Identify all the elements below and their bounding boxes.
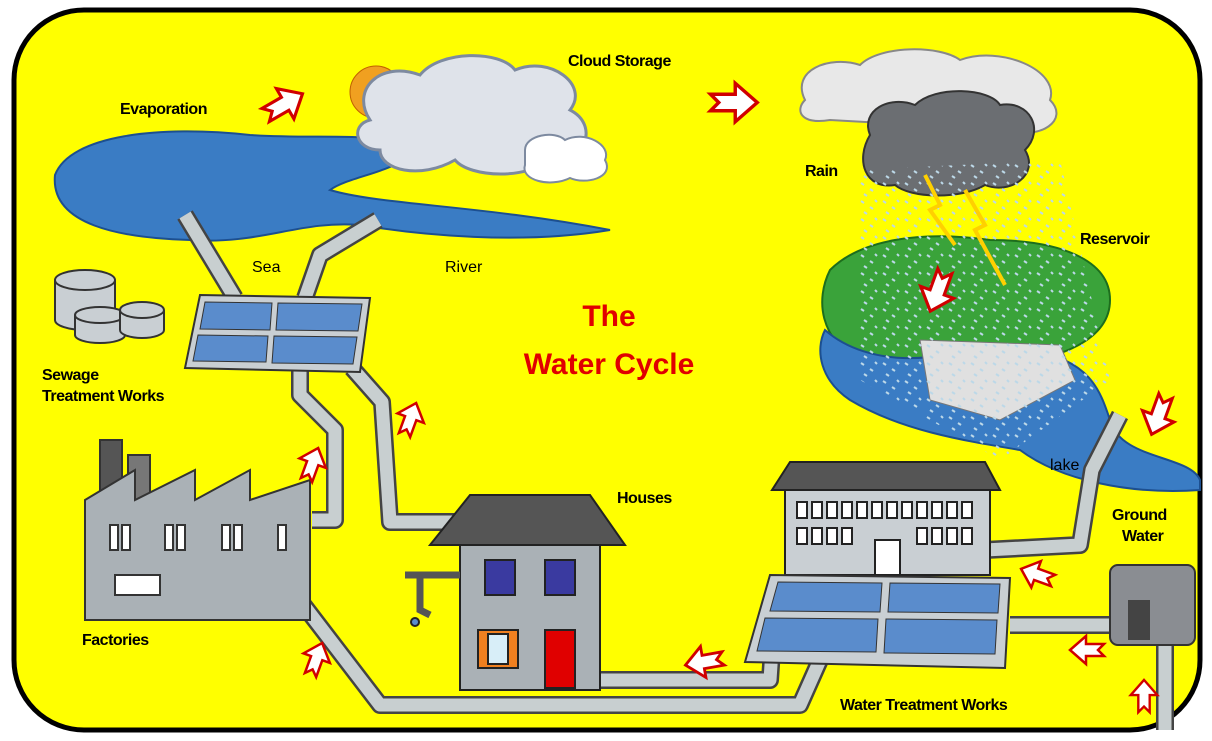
label: Treatment Works: [42, 388, 165, 405]
label: Water: [1122, 528, 1164, 545]
label: Reservoir: [1080, 231, 1150, 248]
treatment-building: [772, 462, 1000, 575]
label: Sewage: [42, 367, 99, 384]
title: The: [582, 300, 635, 333]
label: Water Treatment Works: [840, 697, 1008, 714]
label: Factories: [82, 632, 149, 649]
door: [1128, 600, 1150, 640]
label: lake: [1050, 457, 1079, 474]
small-cloud: [524, 135, 607, 183]
diagram: Evaporation Cloud Storage Rain Reservoir…: [0, 0, 1212, 741]
page: Evaporation Cloud Storage Rain Reservoir…: [0, 0, 1212, 741]
ground-water-box: [1110, 565, 1195, 645]
label: River: [445, 259, 483, 276]
label: Evaporation: [120, 101, 207, 118]
label: Cloud Storage: [568, 53, 671, 70]
label: Sea: [252, 259, 281, 276]
label: Ground: [1112, 507, 1167, 524]
label: Houses: [617, 490, 672, 507]
label: Rain: [805, 163, 838, 180]
title: Water Cycle: [524, 348, 695, 381]
